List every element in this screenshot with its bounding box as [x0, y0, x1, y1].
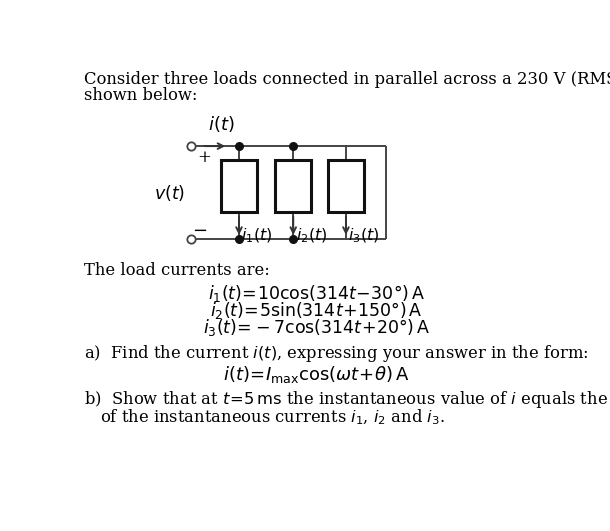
Text: $i_3(t)$: $i_3(t)$ [348, 227, 379, 245]
Text: +: + [197, 149, 211, 166]
Text: $i(t)$: $i(t)$ [208, 114, 234, 134]
Text: $i(t)\!=\!I_{\mathrm{max}}\cos(\omega t\!+\!\theta)\,\mathrm{A}$: $i(t)\!=\!I_{\mathrm{max}}\cos(\omega t\… [223, 364, 410, 385]
Text: Consider three loads connected in parallel across a 230 V (RMS) 50 Hz line as: Consider three loads connected in parall… [84, 72, 610, 89]
Text: The load currents are:: The load currents are: [84, 262, 270, 279]
Text: shown below:: shown below: [84, 87, 198, 104]
Text: a)  Find the current $i(t)$, expressing your answer in the form:: a) Find the current $i(t)$, expressing y… [84, 343, 589, 364]
Text: $v(t)$: $v(t)$ [154, 183, 185, 203]
Text: $i_2(t)$: $i_2(t)$ [296, 227, 327, 245]
Text: of the instantaneous currents $i_1$, $i_2$ and $i_3$.: of the instantaneous currents $i_1$, $i_… [99, 408, 444, 427]
Text: −: − [193, 222, 207, 241]
Text: $i_3(t)\!=\!-7\cos(314t\!+\!20°)\,\mathrm{A}$: $i_3(t)\!=\!-7\cos(314t\!+\!20°)\,\mathr… [203, 317, 430, 338]
Bar [221, 160, 257, 212]
Text: $i_1(t)$: $i_1(t)$ [242, 227, 273, 245]
Text: $i_2(t)\!=\!5\sin(314t\!+\!150°)\,\mathrm{A}$: $i_2(t)\!=\!5\sin(314t\!+\!150°)\,\mathr… [210, 300, 423, 321]
Text: $i_1(t)\!=\!10\cos(314t\!-\!30°)\,\mathrm{A}$: $i_1(t)\!=\!10\cos(314t\!-\!30°)\,\mathr… [208, 283, 425, 304]
Bar [276, 160, 311, 212]
Bar [328, 160, 364, 212]
Text: b)  Show that at $t\!=\!5\,\mathrm{ms}$ the instantaneous value of $i$ equals th: b) Show that at $t\!=\!5\,\mathrm{ms}$ t… [84, 389, 610, 409]
